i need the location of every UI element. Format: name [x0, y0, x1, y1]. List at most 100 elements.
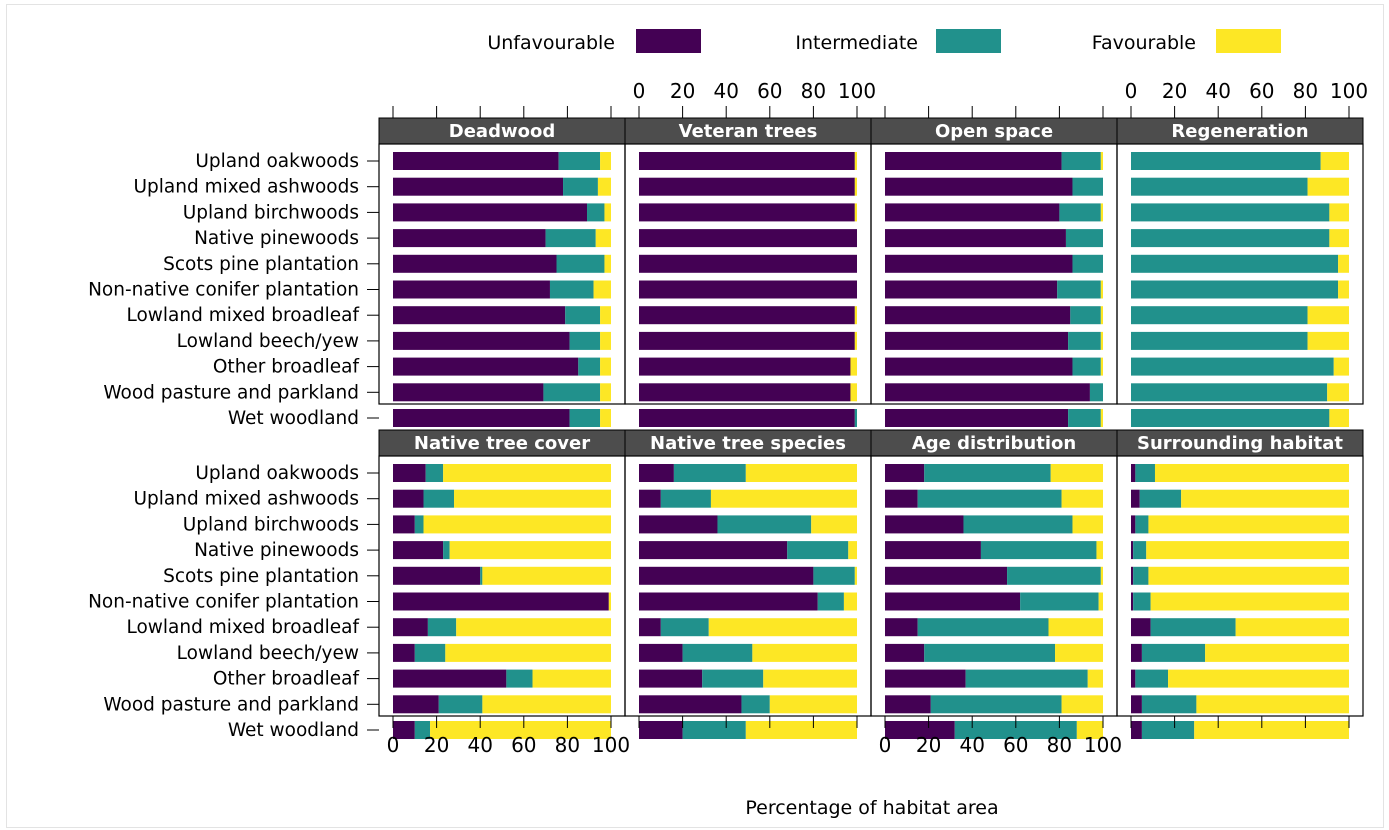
- bar-intermediate: [930, 695, 1062, 714]
- bar-unfavourable: [885, 280, 1058, 299]
- bar-favourable: [854, 566, 857, 585]
- bar-favourable: [1100, 280, 1103, 299]
- bar-intermediate: [1133, 541, 1147, 560]
- bar-favourable: [1194, 721, 1349, 739]
- bar-intermediate: [565, 306, 601, 325]
- bar-unfavourable: [1131, 721, 1142, 739]
- x-tick-label: 80: [555, 733, 580, 757]
- bar-favourable: [1154, 464, 1349, 482]
- bar-favourable: [1307, 331, 1349, 350]
- bar-intermediate: [673, 464, 746, 482]
- bar-intermediate: [414, 721, 431, 739]
- bar-favourable: [1329, 229, 1349, 248]
- bar-unfavourable: [885, 306, 1071, 325]
- bar-intermediate: [563, 177, 598, 196]
- bar-favourable: [745, 464, 857, 482]
- bar-favourable: [1061, 695, 1103, 714]
- bar-favourable: [608, 592, 611, 611]
- bar-unfavourable: [885, 541, 981, 560]
- panel-strip-bg: [1116, 117, 1364, 145]
- panel-strip-bg: [378, 429, 626, 457]
- bar-favourable: [423, 515, 611, 534]
- bar-favourable: [1100, 152, 1103, 170]
- bar-favourable: [708, 618, 857, 637]
- bar-favourable: [600, 331, 611, 350]
- bar-unfavourable: [393, 177, 564, 196]
- category-label: Wood pasture and parkland: [103, 694, 359, 715]
- bar-intermediate: [813, 566, 855, 585]
- category-label: Scots pine plantation: [163, 254, 359, 275]
- bar-unfavourable: [393, 383, 544, 402]
- bar-unfavourable: [1131, 618, 1151, 637]
- bar-unfavourable: [1131, 515, 1136, 534]
- x-tick-label: 60: [511, 733, 536, 757]
- bar-intermediate: [1135, 515, 1149, 534]
- bar-favourable: [848, 541, 857, 560]
- bar-intermediate: [787, 541, 849, 560]
- panel-title: Surrounding habitat: [1137, 433, 1343, 454]
- bar-unfavourable: [639, 695, 742, 714]
- bar-favourable: [456, 618, 611, 637]
- x-tick-label: 40: [1205, 79, 1230, 103]
- panel-title: Native tree species: [650, 433, 846, 454]
- bar-unfavourable: [393, 280, 550, 299]
- bar-unfavourable: [393, 464, 426, 482]
- bar-intermediate: [1068, 409, 1101, 427]
- bar-unfavourable: [393, 254, 557, 273]
- bar-favourable: [854, 152, 857, 170]
- bar-intermediate: [549, 280, 594, 299]
- bar-favourable: [1307, 177, 1349, 196]
- bar-intermediate: [1059, 203, 1101, 222]
- bar-intermediate: [1131, 331, 1308, 350]
- bar-unfavourable: [639, 177, 855, 196]
- bar-favourable: [1333, 357, 1349, 376]
- bar-unfavourable: [885, 464, 925, 482]
- bar-favourable: [600, 152, 611, 170]
- bar-favourable: [1076, 721, 1103, 739]
- bar-unfavourable: [639, 254, 857, 273]
- bar-favourable: [1087, 669, 1103, 688]
- bar-unfavourable: [639, 721, 683, 739]
- chart-frame: [6, 4, 1384, 828]
- bar-intermediate: [569, 409, 601, 427]
- bar-intermediate: [1131, 177, 1308, 196]
- bar-unfavourable: [393, 721, 415, 739]
- legend-label-favourable: Favourable: [1092, 32, 1196, 54]
- x-tick-label: 0: [633, 79, 646, 103]
- category-label: Upland mixed ashwoods: [133, 177, 359, 198]
- bar-intermediate: [480, 566, 483, 585]
- bar-unfavourable: [393, 152, 559, 170]
- bar-intermediate: [1139, 489, 1182, 508]
- bar-favourable: [1329, 203, 1349, 222]
- bar-unfavourable: [1131, 669, 1136, 688]
- bar-unfavourable: [393, 566, 481, 585]
- bar-intermediate: [556, 254, 605, 273]
- bar-unfavourable: [885, 331, 1069, 350]
- bar-unfavourable: [885, 409, 1069, 427]
- bar-unfavourable: [639, 229, 857, 248]
- bar-favourable: [1098, 592, 1103, 611]
- bar-intermediate: [1131, 254, 1339, 273]
- x-tick-label: 20: [1162, 79, 1187, 103]
- bar-unfavourable: [639, 280, 857, 299]
- bar-favourable: [850, 357, 857, 376]
- bar-favourable: [854, 331, 857, 350]
- bar-unfavourable: [639, 357, 851, 376]
- category-label: Scots pine plantation: [163, 566, 359, 587]
- panel-title: Deadwood: [449, 121, 555, 142]
- bar-favourable: [595, 229, 611, 248]
- bar-intermediate: [963, 515, 1073, 534]
- bar-unfavourable: [885, 669, 966, 688]
- bar-favourable: [1307, 306, 1349, 325]
- x-tick-label: 60: [1003, 733, 1028, 757]
- x-tick-label: 100: [592, 733, 630, 757]
- bar-unfavourable: [393, 695, 439, 714]
- bar-intermediate: [854, 409, 857, 427]
- bar-intermediate: [1020, 592, 1099, 611]
- x-tick-label: 100: [1084, 733, 1122, 757]
- bar-intermediate: [1150, 618, 1236, 637]
- x-tick-label: 0: [879, 733, 892, 757]
- bar-unfavourable: [885, 383, 1090, 402]
- bar-unfavourable: [639, 489, 661, 508]
